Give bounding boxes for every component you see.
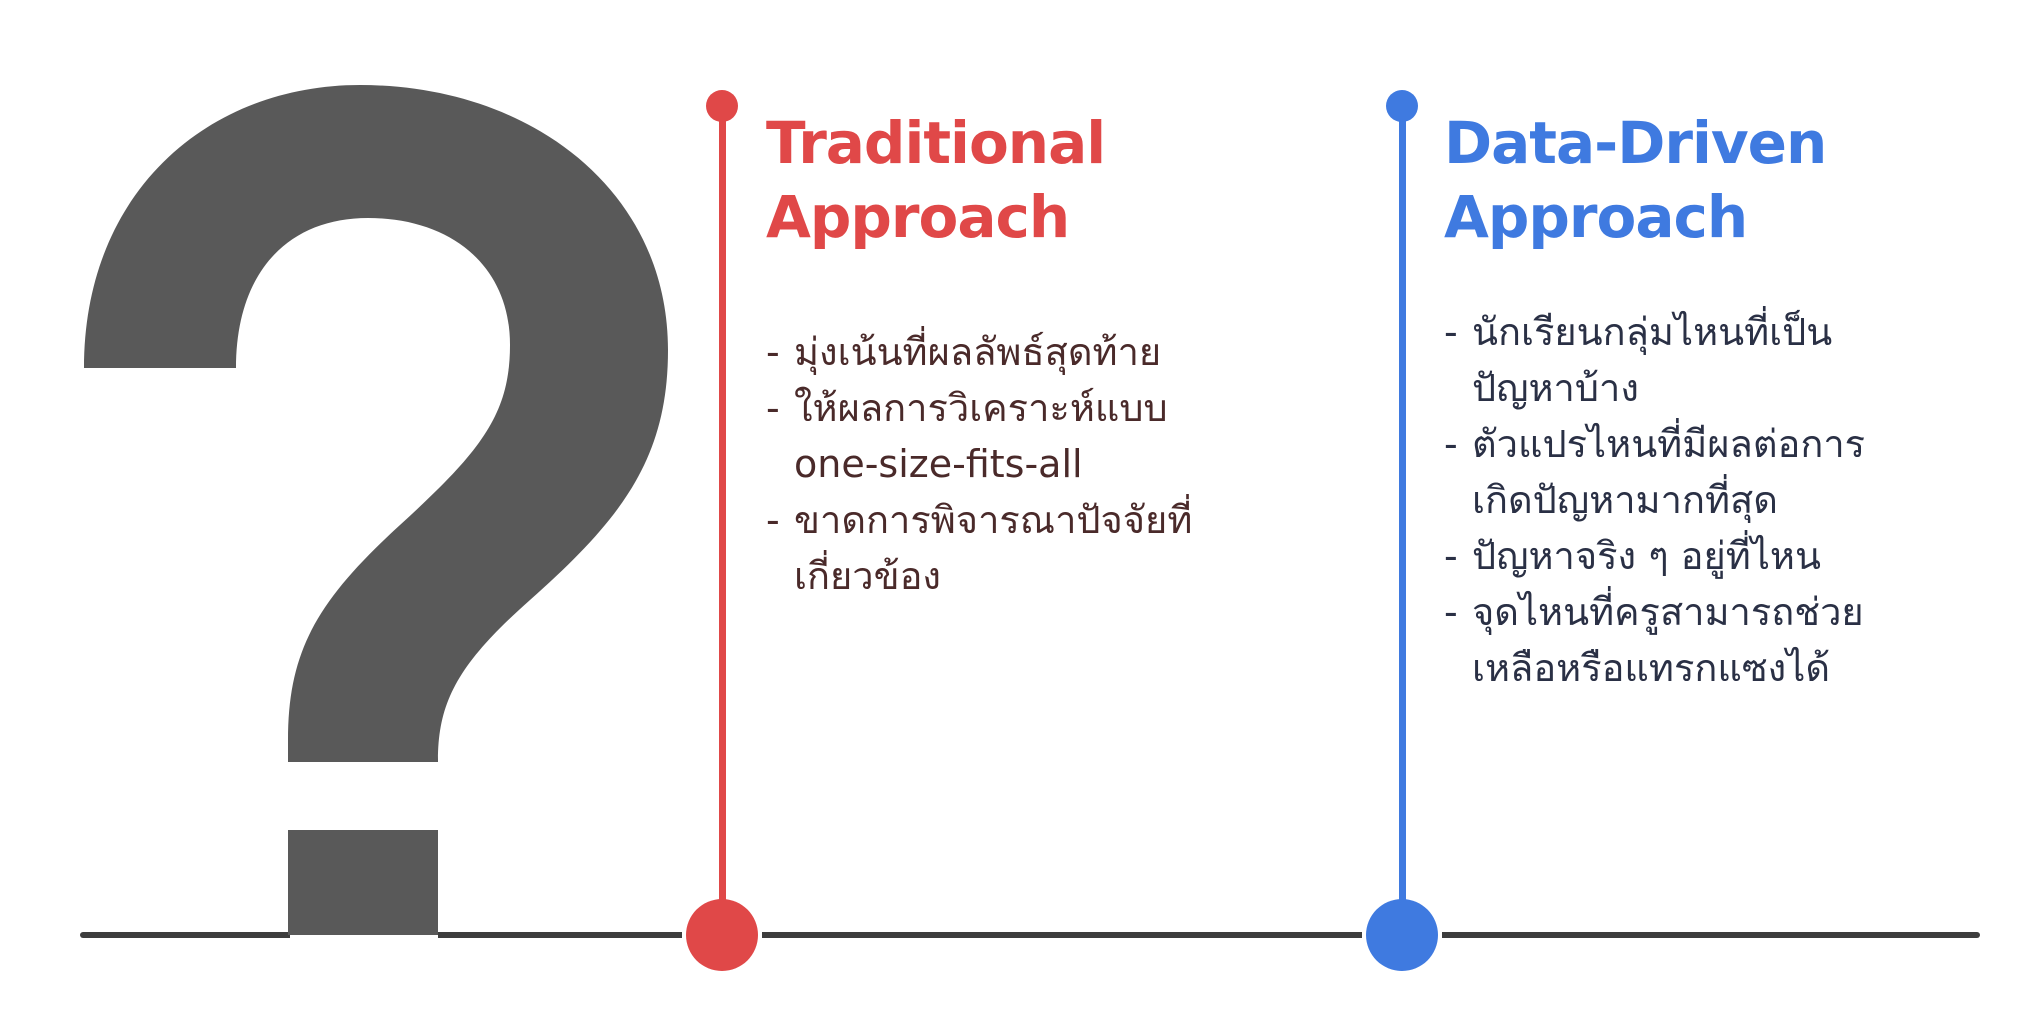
datadriven-title-line1: Data-Driven [1444, 109, 1827, 177]
list-item: นักเรียนกลุ่มไหนที่เป็น ปัญหาบ้าง [1444, 304, 1984, 416]
traditional-timeline-dot [686, 899, 758, 971]
traditional-title: Traditional Approach [766, 106, 1106, 254]
timeline-axis [80, 932, 1980, 938]
list-item: ตัวแปรไหนที่มีผลต่อการ เกิดปัญหามากที่สุ… [1444, 416, 1984, 528]
list-item: มุ่งเน้นที่ผลลัพธ์สุดท้าย [766, 324, 1286, 380]
datadriven-title-line2: Approach [1444, 183, 1748, 251]
datadriven-stem [1399, 106, 1406, 906]
traditional-bullet-list: มุ่งเน้นที่ผลลัพธ์สุดท้าย ให้ผลการวิเครา… [766, 324, 1286, 604]
list-item: ปัญหาจริง ๆ อยู่ที่ไหน [1444, 528, 1984, 584]
list-item: ให้ผลการวิเคราะห์แบบ one-size-fits-all [766, 380, 1286, 492]
datadriven-timeline-dot [1366, 899, 1438, 971]
datadriven-title: Data-Driven Approach [1444, 106, 1827, 254]
question-mark-icon [84, 85, 668, 935]
datadriven-bullet-list: นักเรียนกลุ่มไหนที่เป็น ปัญหาบ้าง ตัวแปร… [1444, 304, 1984, 696]
traditional-top-dot [706, 90, 738, 122]
traditional-title-line2: Approach [766, 183, 1070, 251]
list-item: ขาดการพิจารณาปัจจัยที่ เกี่ยวข้อง [766, 492, 1286, 604]
list-item: จุดไหนที่ครูสามารถช่วย เหลือหรือแทรกแซงไ… [1444, 584, 1984, 696]
datadriven-top-dot [1386, 90, 1418, 122]
traditional-title-line1: Traditional [766, 109, 1106, 177]
traditional-stem [719, 106, 726, 906]
